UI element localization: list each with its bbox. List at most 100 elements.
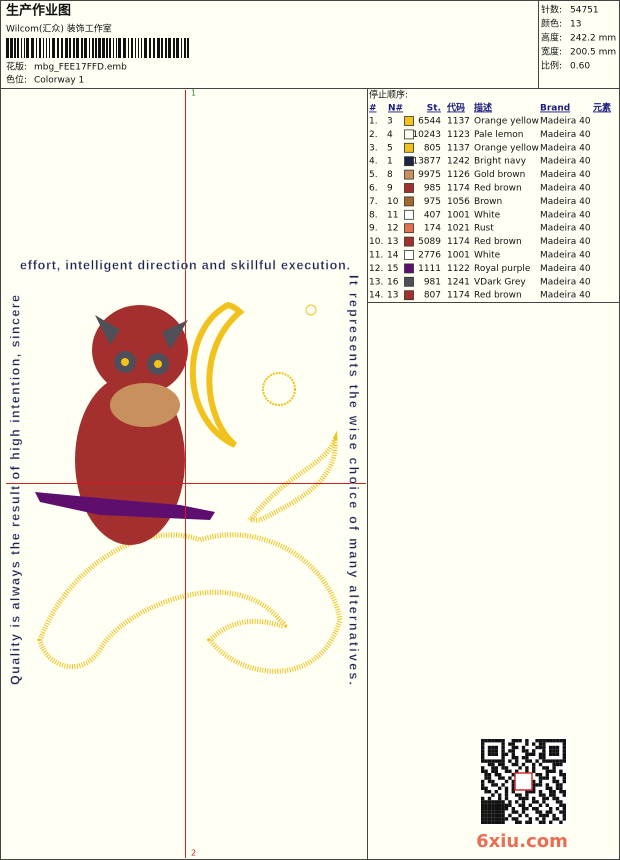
cell: 1: [387, 157, 393, 167]
bar-line: [157, 38, 160, 58]
qr-module: [562, 810, 566, 814]
color-swatch: [404, 236, 414, 247]
qr-module: [545, 776, 549, 780]
qr-module: [481, 745, 485, 750]
qr-module: [484, 813, 488, 818]
qr-module: [559, 803, 563, 807]
color-swatch: [404, 183, 414, 193]
info-label: 颜色:: [541, 18, 562, 30]
qr-module: [549, 790, 553, 794]
qr-module: [515, 793, 519, 797]
qr-module: [481, 756, 485, 760]
bar-line: [39, 38, 41, 58]
qr-module: [528, 817, 532, 821]
qr-module: [487, 779, 492, 784]
cell: 8: [387, 170, 393, 180]
qr-module: [487, 817, 492, 821]
column-header: N#: [388, 104, 403, 114]
qr-module: [562, 790, 566, 794]
qr-module: [552, 796, 556, 801]
bar-line: [135, 38, 136, 58]
qr-module: [515, 800, 519, 804]
qr-module: [562, 817, 566, 821]
qr-module: [511, 779, 515, 784]
qr-module: [518, 820, 522, 824]
qr-module: [481, 803, 485, 807]
qr-module: [532, 766, 536, 770]
cell: Bright navy: [474, 157, 527, 167]
cell: Madeira 40: [540, 184, 591, 194]
qr-module: [508, 749, 512, 753]
cell: 7.: [369, 197, 378, 207]
cell: Madeira 40: [540, 157, 591, 167]
info-value: 13: [570, 20, 581, 30]
qr-module: [501, 807, 505, 811]
qr-module: [511, 786, 515, 790]
cell: 2776: [418, 251, 441, 261]
cell: 1021: [447, 224, 470, 234]
cell: 1001: [447, 251, 470, 261]
qr-module: [555, 745, 560, 750]
qr-module: [487, 762, 492, 767]
qr-module: [508, 800, 512, 804]
qr-module: [549, 786, 553, 790]
qr-module: [555, 779, 560, 784]
qr-module: [562, 759, 566, 763]
qr-module: [542, 749, 546, 753]
cell: 807: [424, 291, 441, 301]
qr-module: [538, 776, 543, 780]
cell: 2.: [369, 130, 378, 140]
qr-module: [494, 820, 498, 824]
cell: Madeira 40: [540, 197, 591, 207]
qr-module: [494, 810, 498, 814]
qr-module: [487, 810, 492, 814]
qr-module: [484, 776, 488, 780]
column-header: 代码: [446, 102, 465, 114]
qr-module: [552, 779, 556, 784]
qr-module: [521, 756, 526, 760]
qr-module: [562, 776, 566, 780]
cell: Madeira 40: [540, 264, 591, 274]
color-swatch: [404, 169, 414, 180]
qr-module: [511, 817, 515, 821]
qr-module: [487, 752, 492, 756]
qr-module: [491, 800, 495, 804]
qr-module: [528, 803, 532, 807]
bar-line: [26, 38, 29, 58]
qr-module: [491, 759, 495, 763]
qr-module: [559, 820, 563, 824]
cell: 1.: [369, 117, 378, 127]
qr-module: [555, 739, 560, 743]
qr-module: [508, 769, 512, 773]
qr-module: [487, 759, 492, 763]
qr-module: [494, 769, 498, 773]
qr-module: [535, 745, 539, 750]
cell: VDark Grey: [474, 277, 526, 287]
qr-module: [515, 817, 519, 821]
cell: Madeira 40: [540, 210, 591, 220]
qr-module: [481, 749, 485, 753]
qr-module: [498, 759, 502, 763]
qr-module: [491, 752, 495, 756]
bar-line: [57, 38, 59, 58]
qr-module: [511, 745, 515, 750]
qr-module: [504, 752, 509, 756]
qr-module: [525, 793, 529, 797]
qr-module: [494, 790, 498, 794]
qr-module: [491, 766, 495, 770]
qr-module: [501, 813, 505, 818]
qr-module: [491, 745, 495, 750]
cell: 14: [387, 251, 399, 261]
color-swatch: [404, 116, 414, 126]
qr-module: [525, 739, 529, 743]
qr-module: [528, 790, 532, 794]
qr-module: [511, 756, 515, 760]
qr-module: [549, 739, 553, 743]
qr-module: [525, 766, 529, 770]
qr-module: [504, 766, 509, 770]
qr-module: [535, 759, 539, 763]
cell: 12: [387, 224, 398, 234]
qr-module: [562, 756, 566, 760]
qr-module: [501, 776, 505, 780]
title: 生产作业图: [6, 3, 71, 19]
